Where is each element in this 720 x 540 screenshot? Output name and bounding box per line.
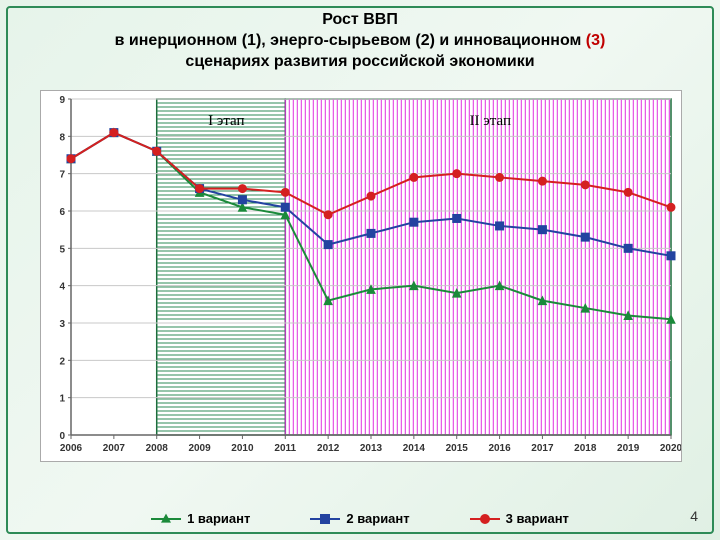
legend-item-3: 3 вариант [470,511,569,526]
svg-text:II этап: II этап [470,113,511,129]
svg-text:2014: 2014 [403,443,426,454]
title-line1: Рост ВВП [0,10,720,31]
svg-text:4: 4 [59,282,65,293]
svg-text:2008: 2008 [146,443,169,454]
svg-text:3: 3 [59,319,65,330]
svg-text:2: 2 [59,356,65,367]
title-line3: сценариях развития российской экономики [0,52,720,73]
legend-swatch-2 [310,513,340,525]
svg-text:2017: 2017 [531,443,554,454]
svg-text:8: 8 [59,132,65,143]
svg-text:2010: 2010 [231,443,254,454]
legend-label-1: 1 вариант [187,511,250,526]
svg-text:2018: 2018 [574,443,597,454]
chart-legend: 1 вариант 2 вариант 3 вариант [0,511,720,526]
svg-text:6: 6 [59,207,65,218]
svg-text:2015: 2015 [446,443,469,454]
chart-title: Рост ВВП в инерционном (1), энерго-сырье… [0,10,720,72]
svg-text:2011: 2011 [274,443,296,454]
svg-text:9: 9 [59,95,65,106]
page-number: 4 [690,508,698,524]
svg-text:5: 5 [59,244,65,255]
svg-text:2012: 2012 [317,443,340,454]
svg-text:2019: 2019 [617,443,640,454]
svg-text:I этап: I этап [208,113,244,129]
svg-text:2013: 2013 [360,443,383,454]
svg-text:2016: 2016 [488,443,511,454]
legend-item-1: 1 вариант [151,511,250,526]
legend-swatch-3 [470,513,500,525]
svg-text:1: 1 [59,394,65,405]
svg-text:7: 7 [59,170,65,181]
svg-text:0: 0 [59,431,65,442]
svg-text:2020: 2020 [660,443,681,454]
legend-swatch-1 [151,513,181,525]
chart-svg: I этап II этап 0 1 2 3 4 5 6 7 8 9 2006 2007 2008 2009 2… [41,91,681,461]
legend-label-2: 2 вариант [346,511,409,526]
title-line2: в инерционном (1), энерго-сырьевом (2) и… [0,31,720,52]
legend-item-2: 2 вариант [310,511,409,526]
legend-label-3: 3 вариант [506,511,569,526]
chart-plot-area: I этап II этап 0 1 2 3 4 5 6 7 8 9 2006 2007 2008 2009 2… [40,90,682,462]
svg-text:2007: 2007 [103,443,126,454]
svg-text:2009: 2009 [188,443,211,454]
svg-text:2006: 2006 [60,443,83,454]
